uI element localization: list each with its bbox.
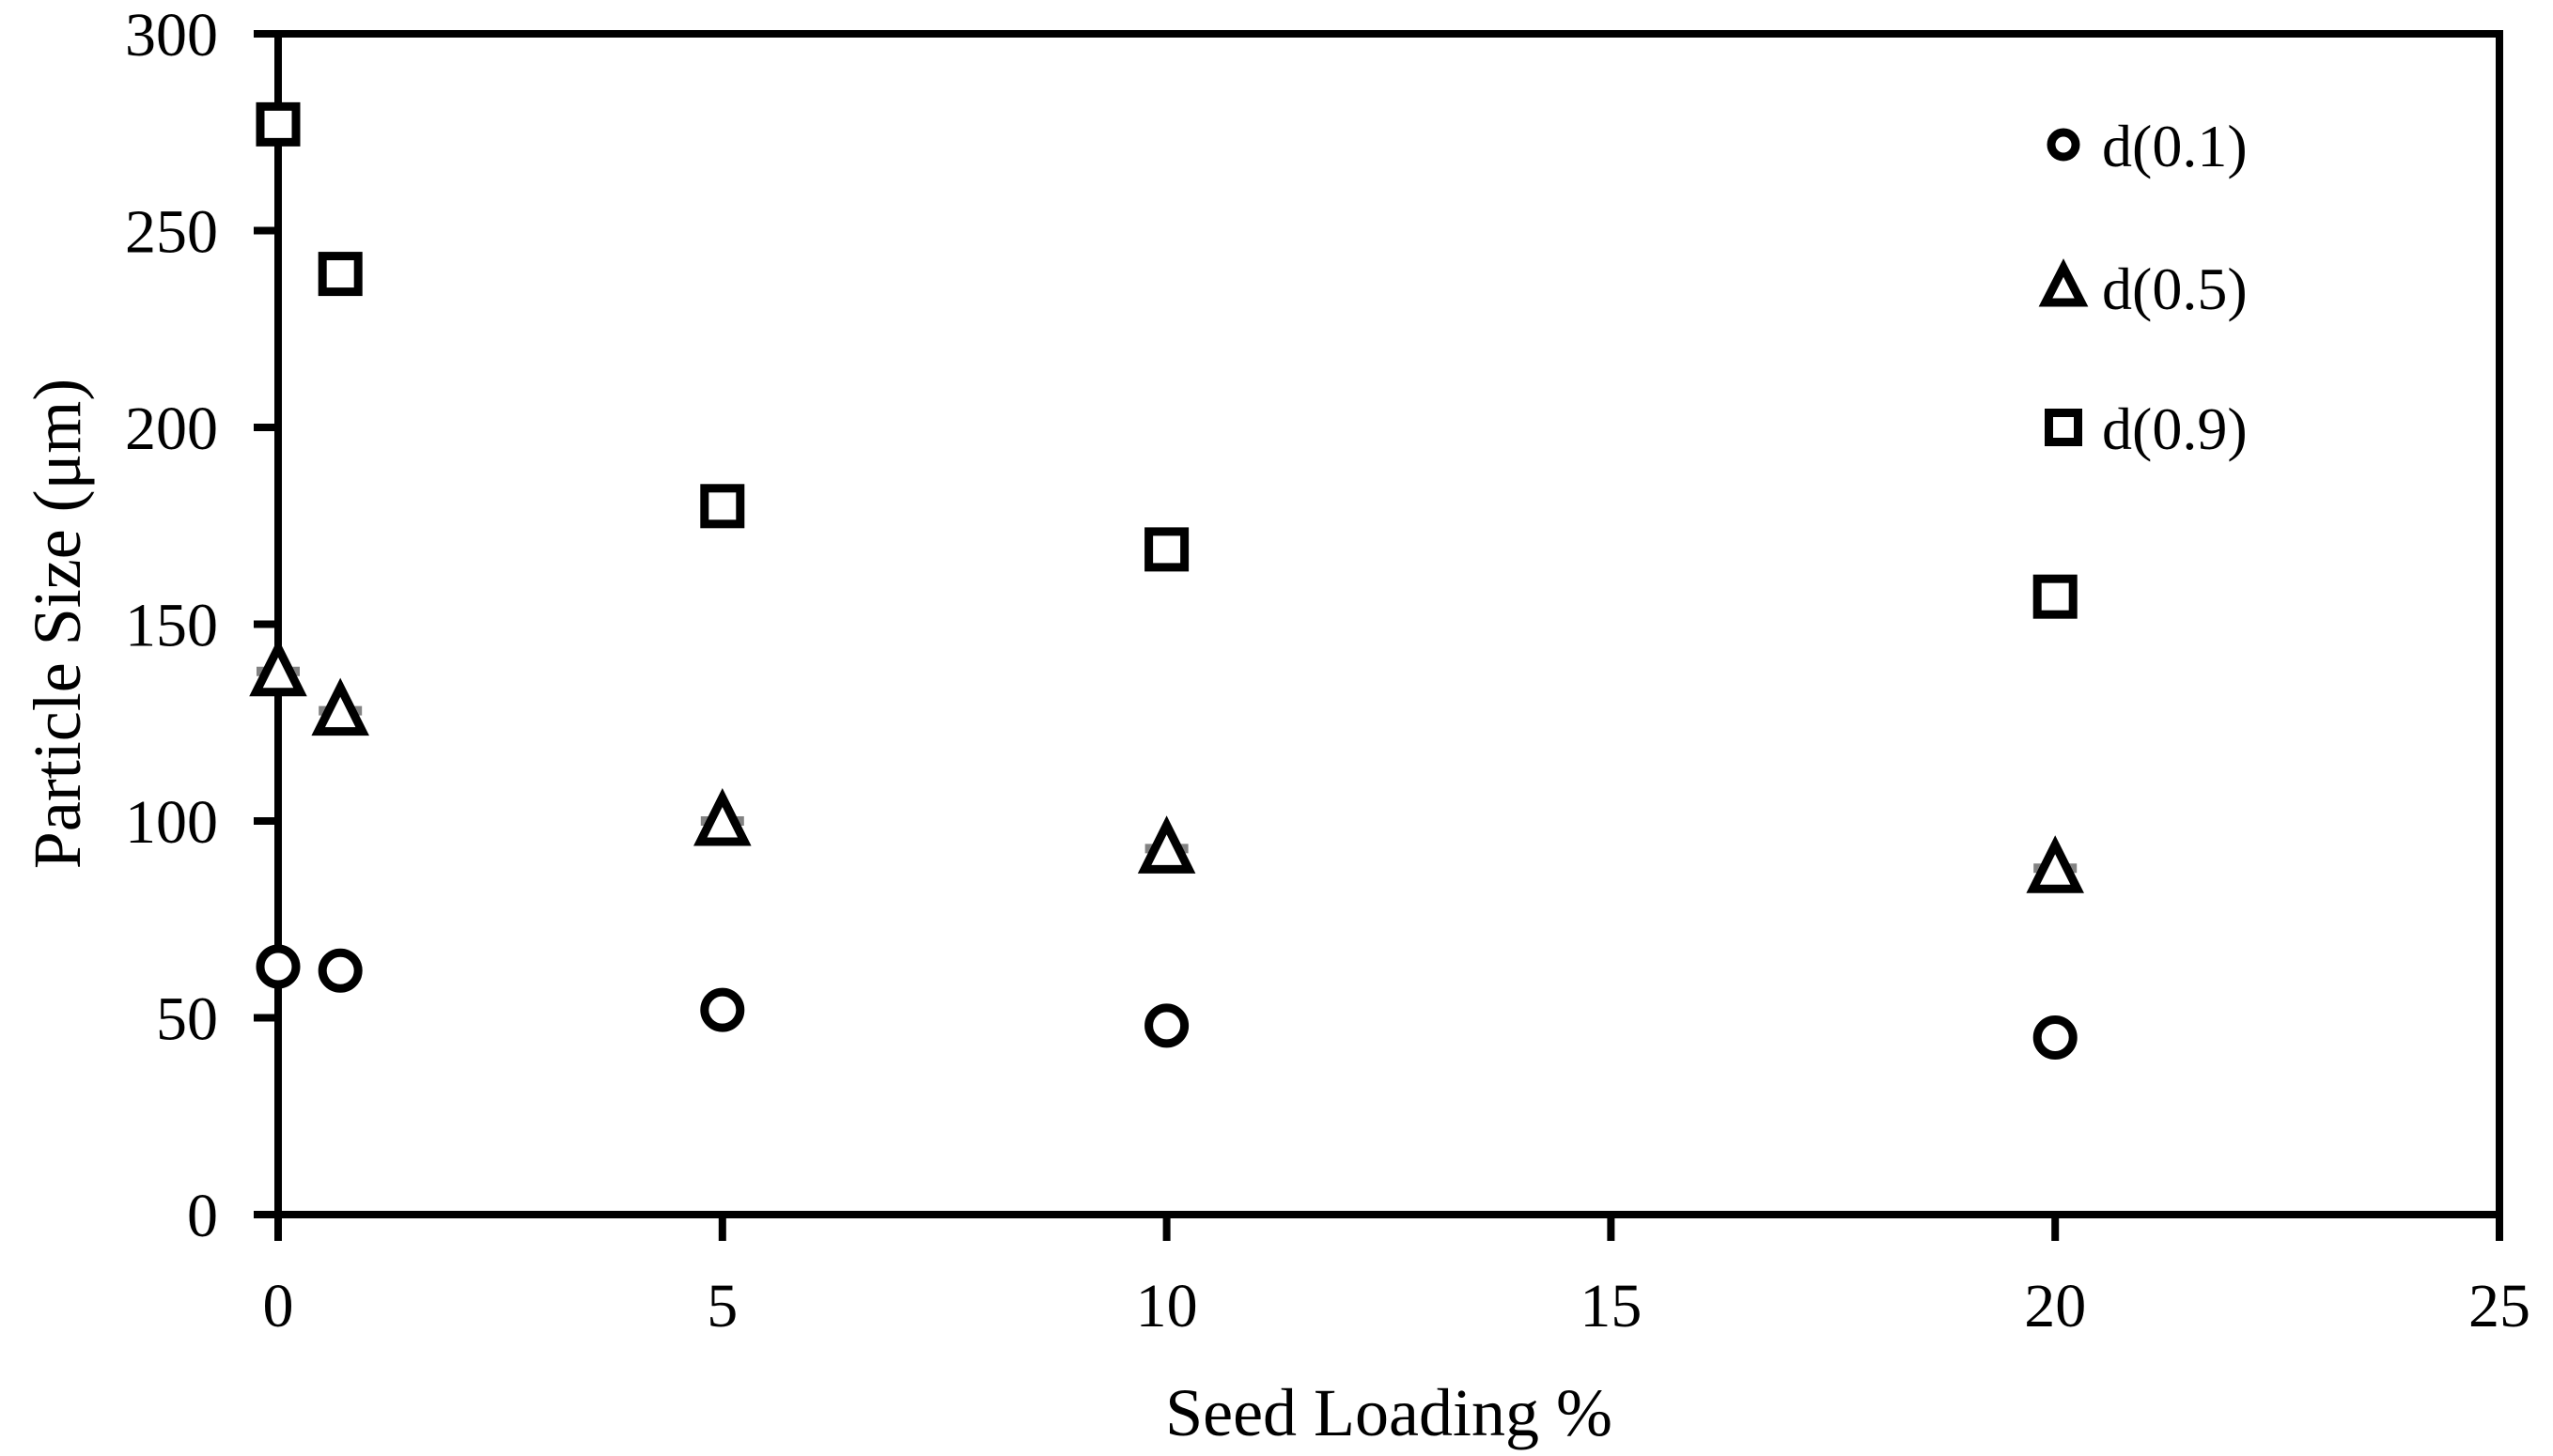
x-tick-label: 0 [263,1272,294,1340]
x-tick-label: 20 [2024,1272,2086,1340]
plot-frame-layer [274,30,2503,1218]
circle-marker [2032,1015,2078,1060]
triangle-marker [2026,835,2084,893]
y-tick-label: 0 [187,1182,218,1250]
legend: d(0.1) d(0.5) d(0.9) [2038,113,2248,462]
legend-triangle-marker-icon [2038,258,2089,307]
square-marker [318,252,363,297]
triangle-marker [1137,815,1196,874]
y-tick-label: 300 [125,1,218,70]
legend-square-marker-icon [2045,409,2082,446]
y-tick-label: 100 [125,788,218,857]
legend-label-d05: d(0.5) [2102,256,2248,322]
y-tick-label: 250 [125,198,218,267]
square-marker [700,484,745,529]
square-marker [1144,527,1190,572]
x-tick-label: 10 [1136,1272,1198,1340]
circle-marker [256,944,301,989]
legend-entry-d05: d(0.5) [2038,256,2248,322]
x-tick-label: 5 [707,1272,738,1340]
square-marker [256,101,301,147]
legend-label-d09: d(0.9) [2102,395,2248,462]
y-tick-label: 50 [156,985,218,1054]
circle-marker [1144,1003,1190,1048]
data-point-layer [249,101,2084,1060]
x-axis-title: Seed Loading % [1165,1375,1612,1450]
x-tick-label: 25 [2468,1272,2530,1340]
square-marker [2032,574,2078,619]
triangle-marker [693,787,752,846]
circle-marker [318,948,363,993]
circle-marker [700,987,745,1032]
plot-frame [274,30,2503,1218]
y-tick-label: 150 [125,592,218,660]
x-tick-label: 15 [1580,1272,1642,1340]
y-tick-label: 200 [125,395,218,463]
axis-tick-layer: 0 50 100 150 200 250 300 0 5 10 15 20 25 [125,1,2530,1340]
triangle-marker [249,638,307,697]
legend-label-d01: d(0.1) [2102,113,2248,179]
legend-circle-marker-icon [2047,128,2080,162]
y-axis-title: Particle Size (μm) [20,379,95,869]
legend-entry-d01: d(0.1) [2047,113,2248,179]
legend-entry-d09: d(0.9) [2045,395,2248,462]
triangle-marker [311,677,369,736]
